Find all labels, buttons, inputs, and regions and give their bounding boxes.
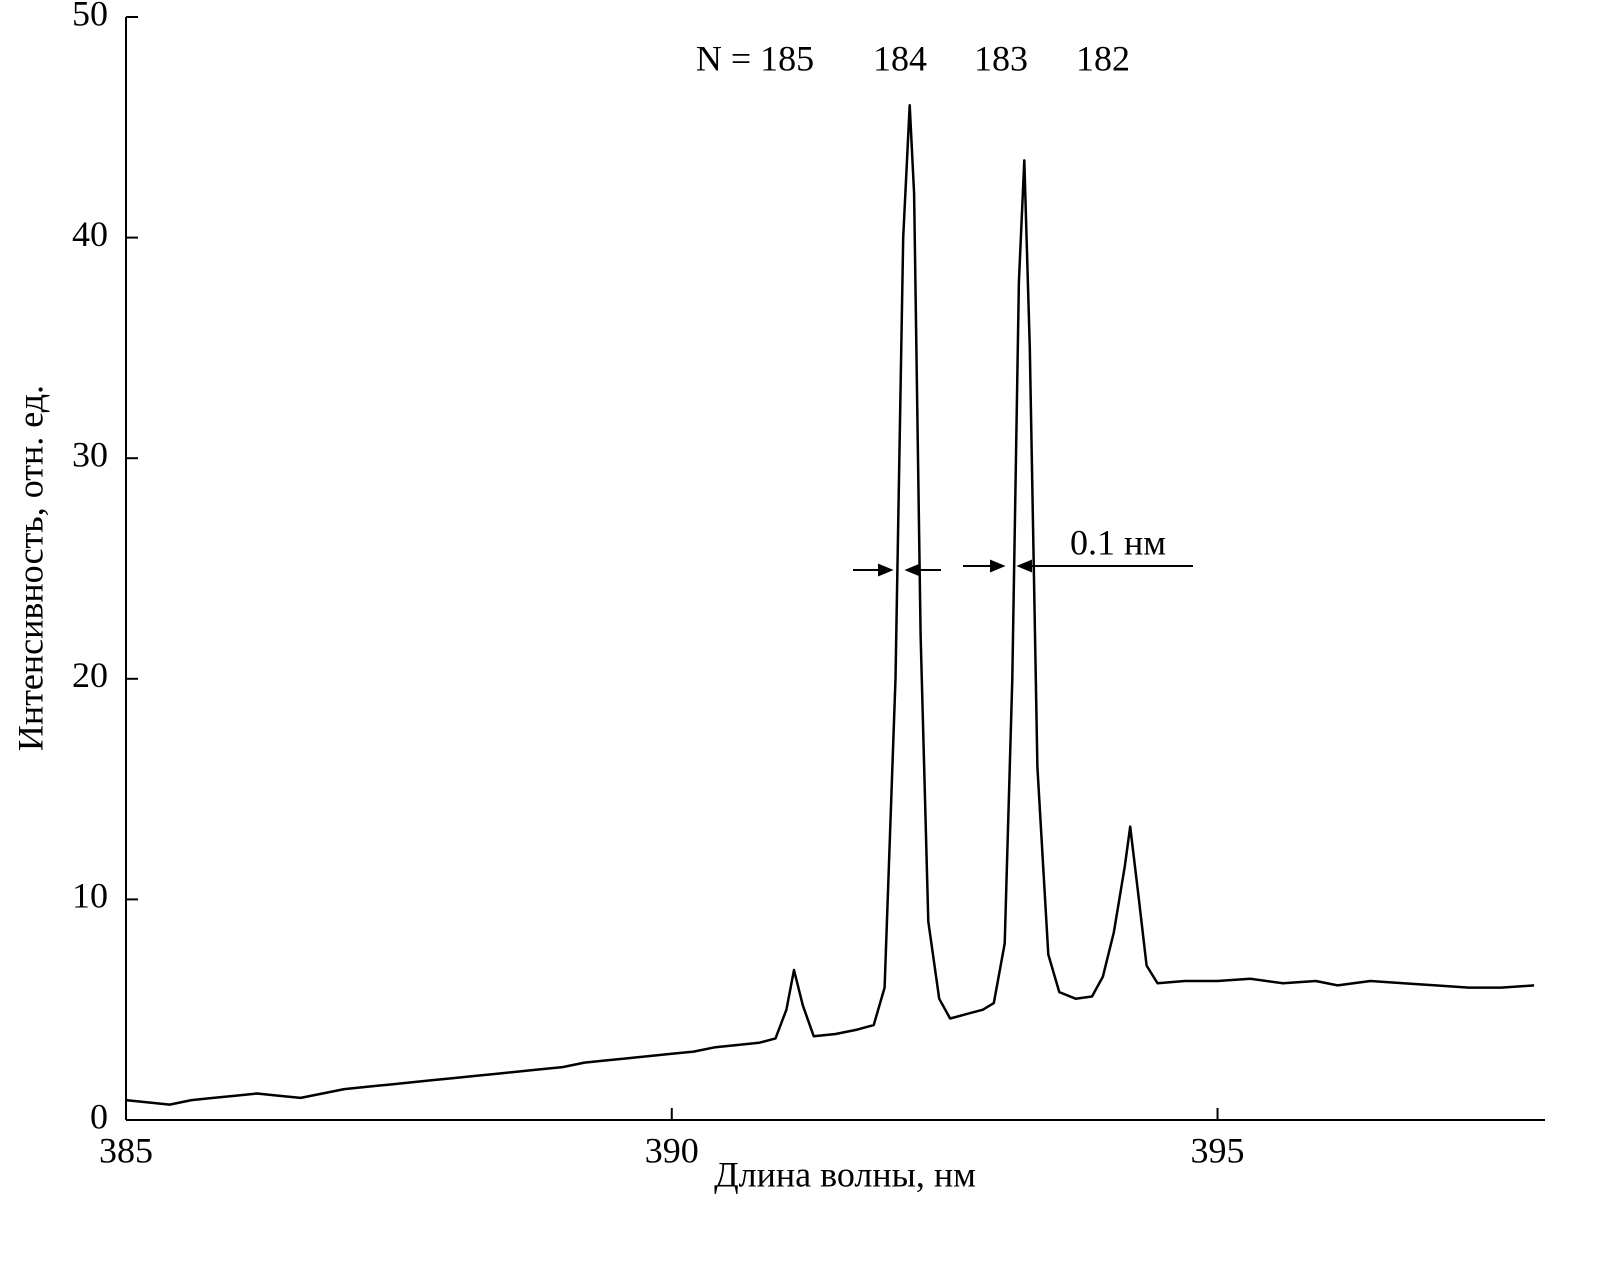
annotation: N = 185 [696,38,814,78]
annotation: 0.1 нм [1070,522,1166,562]
annotation: 183 [974,38,1028,78]
spectrum-line [125,103,1535,1106]
annotation: 184 [873,38,927,78]
x-tick-label: 395 [1191,1130,1245,1170]
y-tick-label: 30 [72,434,108,474]
y-tick-label: 0 [90,1096,108,1136]
y-tick-label: 20 [72,655,108,695]
x-axis-label: Длина волны, нм [714,1154,976,1194]
x-tick-label: 390 [645,1130,699,1170]
y-tick-label: 40 [72,214,108,254]
annotation: 182 [1076,38,1130,78]
y-tick-label: 10 [72,876,108,916]
x-tick-label: 385 [99,1130,153,1170]
fwhm-arrows [853,559,1193,577]
y-tick-label: 50 [72,0,108,33]
y-axis-label: Интенсивность, отн. ед. [10,385,50,751]
